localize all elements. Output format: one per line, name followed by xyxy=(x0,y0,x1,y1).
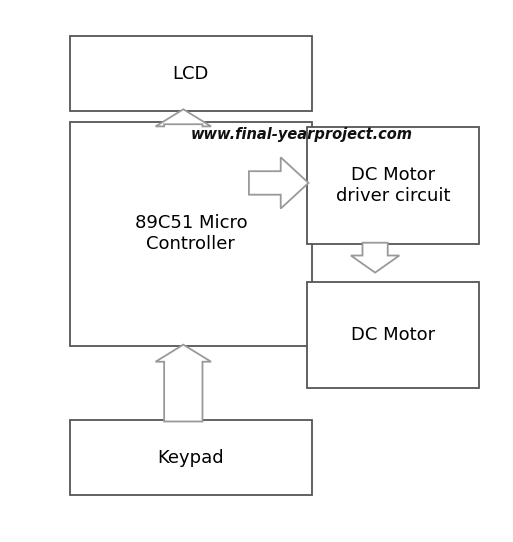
Text: Keypad: Keypad xyxy=(157,449,224,467)
Text: 89C51 Micro
Controller: 89C51 Micro Controller xyxy=(134,214,247,253)
Polygon shape xyxy=(249,157,308,209)
Text: www.final-yearproject.com: www.final-yearproject.com xyxy=(191,127,413,143)
Text: DC Motor: DC Motor xyxy=(351,326,435,344)
Bar xyxy=(307,282,479,389)
Polygon shape xyxy=(351,243,399,273)
Bar xyxy=(70,36,312,111)
Text: DC Motor
driver circuit: DC Motor driver circuit xyxy=(336,166,450,205)
Text: LCD: LCD xyxy=(173,64,209,82)
Polygon shape xyxy=(155,109,211,126)
Bar xyxy=(70,421,312,495)
Bar xyxy=(70,121,312,346)
Polygon shape xyxy=(155,345,211,422)
Bar xyxy=(307,127,479,244)
